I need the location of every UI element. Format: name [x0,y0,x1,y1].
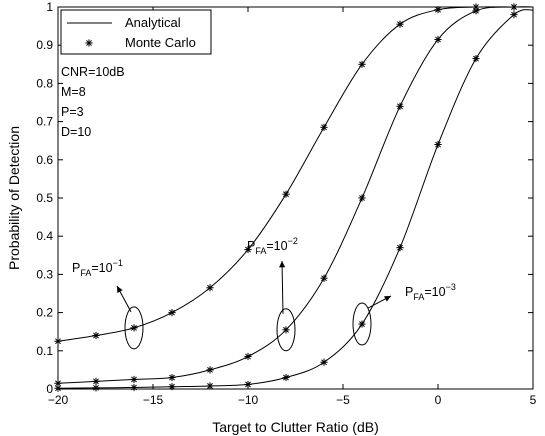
monte-carlo-point [472,7,480,15]
monte-carlo-point [320,123,328,131]
pfa-ellipse-2 [276,308,296,352]
monte-carlo-point [472,54,480,63]
pfa-arrowhead-3 [384,296,391,302]
monte-carlo-point [206,284,214,292]
analytical-curve-2 [57,6,534,384]
monte-carlo-point [168,373,176,382]
x-tick-label: −5 [336,393,350,407]
monte-carlo-point [282,326,290,334]
pfa-label-1: PFA=10−1 [72,258,123,278]
legend-asterisk [85,39,93,47]
y-axis-label: Probability of Detection [6,126,22,270]
param-m: M=8 [61,85,86,99]
parameter-block: CNR=10dB M=8 P=3 D=10 [61,65,125,139]
x-tick-label: −10 [238,393,259,407]
pfa-label-2: PFA=10−2 [247,236,298,256]
legend-asterisk-sample [85,39,93,47]
y-tick-label: 1 [46,0,53,14]
y-tick-label: 0.8 [36,76,53,90]
legend-entry-monte-carlo: Monte Carlo [125,35,196,50]
legend-entry-analytical: Analytical [125,15,181,30]
y-tick-label: 0.2 [36,306,53,320]
legend-box [60,9,212,55]
monte-carlo-point [510,11,518,19]
monte-carlo-point [320,358,328,366]
y-tick-label: 0.7 [36,115,53,129]
pfa-arrowhead-1 [117,286,123,293]
monte-carlo-point [206,366,214,374]
pfa-annotations: PFA=10−1 PFA=10−2 PFA=10−3 [72,236,456,352]
pfa-arrowhead-2 [279,261,286,268]
monte-carlo-point [358,320,366,328]
x-tick-label: −20 [48,393,69,407]
y-tick-label: 0.4 [36,229,53,243]
x-tick-label: 5 [530,393,537,407]
monte-carlo-point [434,35,442,44]
y-tick-label: 0.5 [36,191,53,205]
y-tick-label: 0 [46,382,53,396]
monte-carlo-point [396,20,404,28]
legend: Analytical Monte Carlo [60,9,212,55]
axis-ticks [57,6,534,390]
x-tick-label: 0 [435,393,442,407]
pfa-arrow-2 [281,260,284,314]
x-axis-label: Target to Clutter Ratio (dB) [212,419,379,435]
monte-carlo-point [130,383,138,392]
monte-carlo-point [206,382,214,390]
monte-carlo-point [434,140,442,149]
monte-carlo-point [92,384,100,392]
pfa-label-3: PFA=10−3 [405,282,456,302]
param-d: D=10 [61,125,91,139]
monte-carlo-point [282,190,290,198]
y-tick-label: 0.9 [36,38,53,52]
monte-carlo-point [168,383,176,391]
param-p: P=3 [61,105,84,119]
monte-carlo-point [168,309,176,317]
monte-carlo-point [358,194,366,202]
monte-carlo-markers [54,3,518,392]
monte-carlo-point [130,375,138,384]
monte-carlo-point [92,377,100,385]
monte-carlo-point [396,244,404,252]
y-tick-label: 0.1 [36,344,53,358]
param-cnr: CNR=10dB [61,65,125,79]
y-tick-label: 0.6 [36,153,53,167]
y-tick-label: 0.3 [36,267,53,281]
monte-carlo-point [320,274,328,282]
monte-carlo-point [244,352,252,361]
monte-carlo-point [396,102,404,110]
pfa-ellipse-3 [352,302,372,346]
pfa-ellipse-1 [124,306,144,350]
analytical-curve-3 [57,9,534,389]
monte-carlo-point [358,60,366,68]
monte-carlo-point [282,373,290,382]
axis-tick-labels: −20 −15 −10 −5 0 5 0 0.1 0.2 0.3 0.4 0.5 0.6 0.7 0.8 0.… [36,0,536,407]
monte-carlo-point [130,324,138,332]
monte-carlo-point [244,245,252,254]
monte-carlo-point [92,331,100,340]
x-tick-label: −15 [143,393,164,407]
